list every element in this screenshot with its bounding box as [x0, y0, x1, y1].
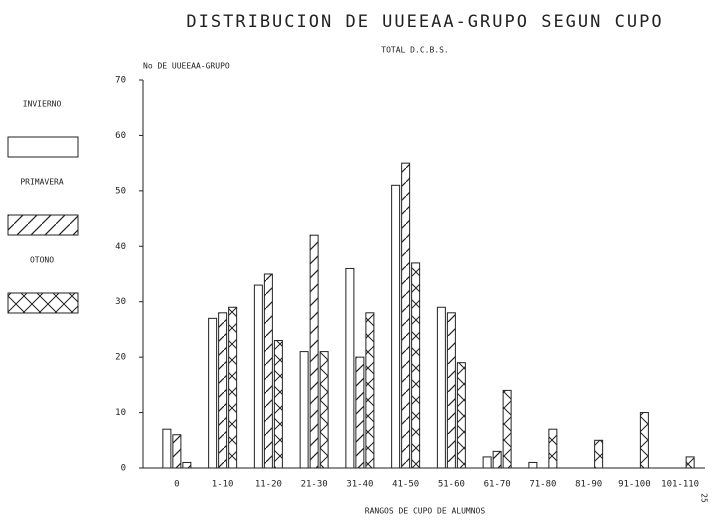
legend-swatch	[7, 214, 79, 236]
bar	[401, 162, 411, 469]
bar	[162, 428, 172, 469]
bar	[528, 461, 538, 469]
bar	[482, 456, 492, 469]
y-tick-label: 0	[121, 464, 126, 474]
bar	[436, 306, 446, 469]
y-tick-label: 50	[115, 186, 126, 196]
chart-subtitle: TOTAL D.C.B.S.	[381, 46, 448, 55]
x-tick-label: 81-90	[575, 480, 602, 490]
bar	[309, 234, 319, 469]
legend-swatch	[7, 136, 79, 158]
bar	[263, 273, 273, 469]
bar	[502, 389, 512, 469]
bar	[253, 284, 263, 469]
y-tick-label: 60	[115, 131, 126, 141]
page-number: 25	[700, 493, 709, 503]
bar	[345, 267, 355, 469]
bar	[492, 450, 502, 469]
bar	[182, 461, 192, 469]
x-tick-label: 61-70	[484, 480, 511, 490]
bar	[685, 456, 695, 469]
bar	[208, 317, 218, 469]
legend-label: PRIMAVERA	[20, 178, 64, 187]
x-tick-label: 91-100	[618, 480, 651, 490]
bar	[172, 434, 182, 469]
y-tick-label: 10	[115, 408, 126, 418]
bar	[319, 351, 329, 469]
x-tick-label: 0	[174, 480, 179, 490]
bar	[391, 184, 401, 469]
x-tick-label: 1-10	[212, 480, 234, 490]
x-tick-label: 101-110	[661, 480, 699, 490]
y-tick-label: 70	[115, 76, 126, 86]
y-tick-label: 40	[115, 242, 126, 252]
x-axis-label: RANGOS DE CUPO DE ALUMNOS	[365, 507, 486, 516]
bar	[639, 412, 649, 469]
bar	[411, 262, 421, 469]
x-tick-label: 11-20	[255, 480, 282, 490]
bar	[273, 340, 283, 469]
bar	[594, 439, 604, 469]
bar	[228, 306, 238, 469]
bar	[218, 312, 228, 469]
bar	[355, 356, 365, 469]
legend-label: OTONO	[30, 256, 54, 265]
x-tick-label: 71-80	[529, 480, 556, 490]
x-tick-label: 31-40	[346, 480, 373, 490]
bar	[456, 362, 466, 469]
x-tick-label: 51-60	[438, 480, 465, 490]
legend-label: INVIERNO	[23, 100, 62, 109]
y-axis-label: No DE UUEEAA-GRUPO	[143, 62, 230, 71]
x-tick-label: 21-30	[301, 480, 328, 490]
y-tick-label: 30	[115, 297, 126, 307]
x-tick-label: 41-50	[392, 480, 419, 490]
bar	[365, 312, 375, 469]
chart-title: DISTRIBUCION DE UUEEAA-GRUPO SEGUN CUPO	[186, 12, 663, 32]
bar	[548, 428, 558, 469]
y-tick-label: 20	[115, 353, 126, 363]
bar	[299, 351, 309, 469]
bar	[446, 312, 456, 469]
legend-swatch	[7, 292, 79, 314]
